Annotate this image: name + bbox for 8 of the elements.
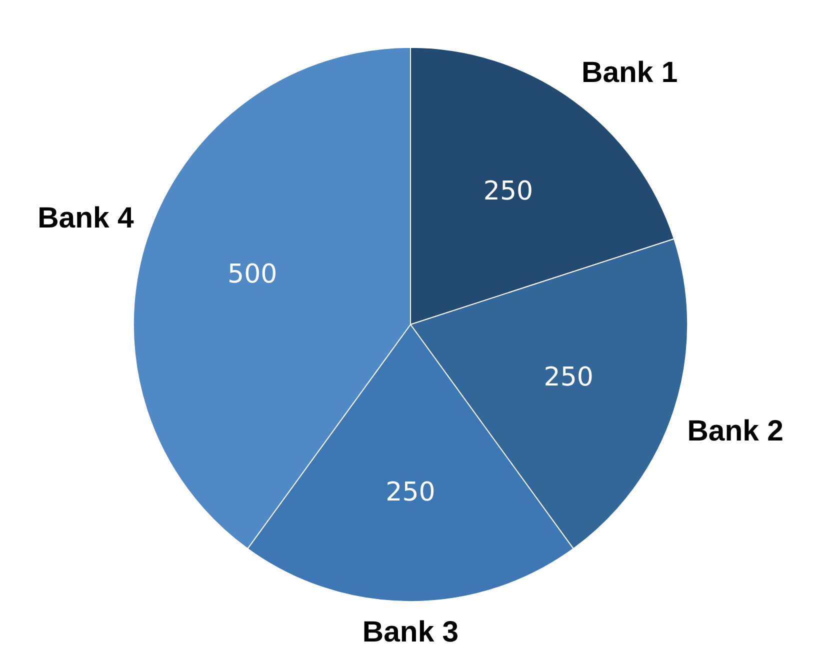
slice-label: Bank 1 [582,56,678,89]
data-label: 250 [386,477,436,508]
data-label: 500 [228,260,278,290]
data-label: 250 [483,176,534,206]
slice-label: Bank 3 [362,616,459,648]
data-label: 250 [544,362,594,392]
slice-label: Bank 2 [687,414,784,448]
slice-label: Bank 4 [38,202,134,235]
